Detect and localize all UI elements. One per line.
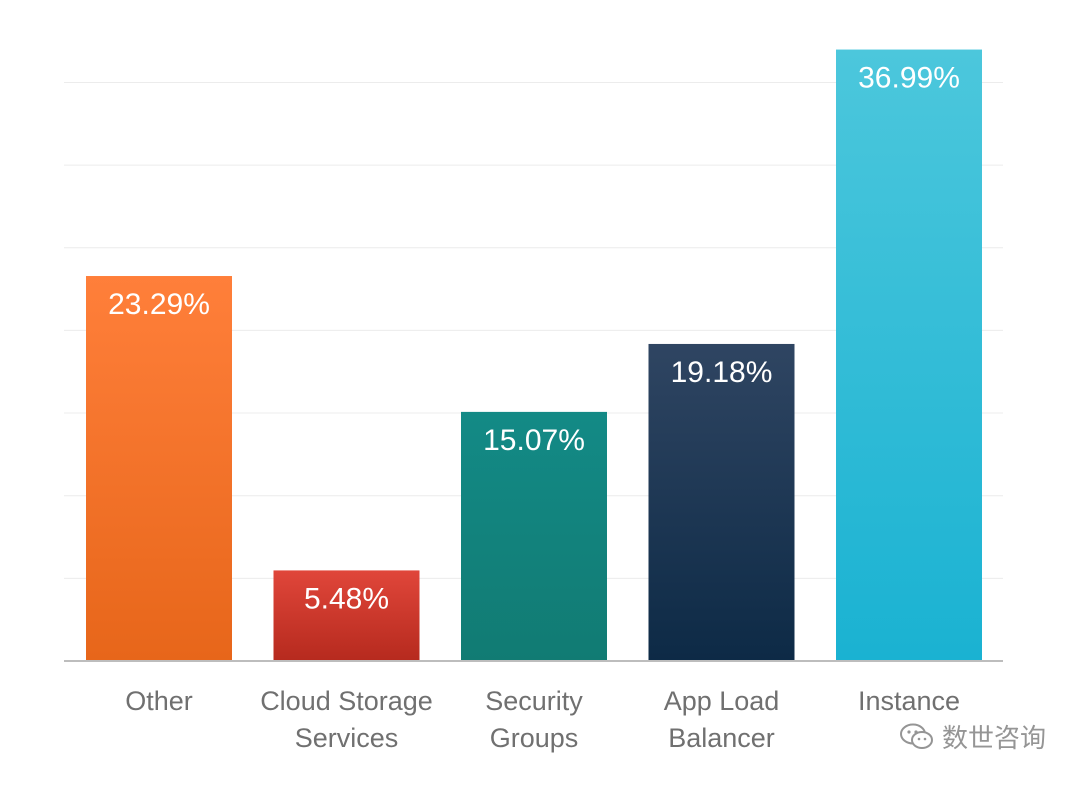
bar xyxy=(273,570,420,661)
x-tick-label: Other xyxy=(125,686,193,716)
watermark: 数世咨询 xyxy=(898,718,1046,755)
x-tick-label: Instance xyxy=(858,686,960,716)
wechat-icon xyxy=(899,723,933,749)
x-tick-label: Balancer xyxy=(668,723,775,753)
x-tick-label: Security xyxy=(485,686,583,716)
x-tick-label: Groups xyxy=(490,723,579,753)
x-axis-tick-labels: Other Cloud Storage Services Security Groups… xyxy=(125,686,960,753)
x-tick-label: Cloud Storage xyxy=(260,686,433,716)
x-tick-label: App Load xyxy=(664,686,780,716)
bars xyxy=(86,49,982,662)
bar xyxy=(836,49,982,662)
data-label: 15.07% xyxy=(483,424,585,457)
x-tick-label: Services xyxy=(295,723,399,753)
bar xyxy=(461,411,607,661)
data-label: 36.99% xyxy=(858,62,960,95)
bar xyxy=(86,276,232,661)
value-labels: 23.29% 5.48% 15.07% 19.18% 36.99% xyxy=(108,62,960,616)
bar xyxy=(648,343,795,661)
data-label: 5.48% xyxy=(304,582,389,615)
watermark-text: 数世咨询 xyxy=(941,724,1046,754)
data-label: 19.18% xyxy=(671,356,773,389)
data-label: 23.29% xyxy=(108,288,210,321)
